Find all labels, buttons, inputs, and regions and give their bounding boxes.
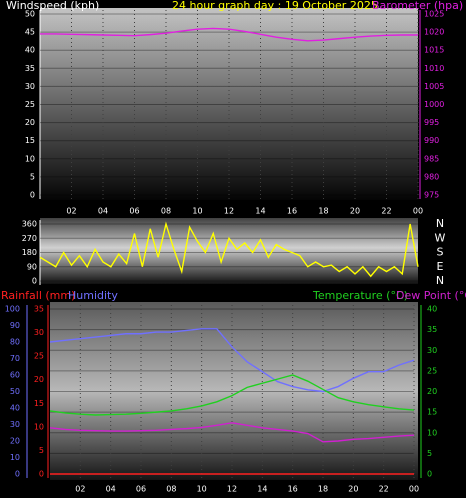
y-tick-label: 50 [25,10,35,19]
y-tick-label: 50 [10,387,20,396]
x-tick-label: 16 [288,485,298,494]
panel-background [50,302,418,480]
y3-tick-label: 40 [427,305,437,314]
y2-tick-label: 25 [34,352,44,361]
y3-tick-label: 25 [427,366,437,375]
x-tick-label: 20 [350,207,360,216]
y-tick-label: 0 [32,277,37,286]
x-tick-label: 10 [192,207,202,216]
y-tick-label: 40 [25,46,35,55]
y2-tick-label: 15 [34,399,44,408]
x-tick-label: 18 [318,207,328,216]
x-tick-label: 14 [255,207,265,216]
x-tick-label: 00 [409,485,419,494]
x-tick-label: 08 [166,485,176,494]
series-line [39,221,419,278]
y2-tick-label: 1000 [424,100,444,109]
y-tick-label: 90 [10,321,20,330]
series-line [49,374,415,416]
y3-tick-label: 30 [427,346,437,355]
y-tick-label: 90 [27,262,37,271]
y2-tick-label: N [436,217,444,230]
y-tick-label: 270 [22,234,37,243]
x-tick-label: 02 [75,485,85,494]
panel-background [40,8,418,200]
y3-tick-label: 15 [427,408,437,417]
x-tick-label: 22 [381,207,391,216]
y3-tick-label: 5 [427,449,432,458]
y2-tick-label: 1015 [424,46,444,55]
y-tick-label: 40 [10,404,20,413]
y2-tick-label: S [437,246,444,259]
y2-tick-label: N [436,274,444,287]
y2-tick-label: 1010 [424,64,444,73]
y2-tick-label: 985 [424,154,439,163]
y-tick-label: 25 [25,100,35,109]
y-tick-label: 10 [10,453,20,462]
y2-tick-label: 10 [34,422,44,431]
y-tick-label: 35 [25,64,35,73]
y-tick-label: 80 [10,338,20,347]
series-line [40,27,418,42]
x-tick-label: 12 [227,485,237,494]
y2-tick-label: 990 [424,136,439,145]
y2-tick-label: 980 [424,172,439,181]
x-tick-label: 00 [413,207,423,216]
y2-tick-label: E [437,260,444,273]
y-tick-label: 0 [30,191,35,200]
y2-tick-label: 35 [34,305,44,314]
y-tick-label: 20 [25,118,35,127]
y2-tick-label: 1025 [424,10,444,19]
y-tick-label: 20 [10,437,20,446]
y-tick-label: 0 [15,470,20,479]
y3-tick-label: 35 [427,325,437,334]
x-tick-label: 06 [129,207,139,216]
y-tick-label: 10 [25,154,35,163]
y2-tick-label: 1005 [424,82,444,91]
y-tick-label: 180 [22,248,37,257]
y2-tick-label: 0 [39,470,44,479]
y3-tick-label: 10 [427,428,437,437]
x-tick-label: 20 [348,485,358,494]
y2-tick-label: 20 [34,375,44,384]
legend-label: Barometer (hpa) [372,0,463,12]
y-tick-label: 70 [10,354,20,363]
y3-tick-label: 20 [427,387,437,396]
y-tick-label: 100 [5,305,20,314]
y2-tick-label: 1020 [424,28,444,37]
y-tick-label: 60 [10,371,20,380]
y-tick-label: 45 [25,28,35,37]
legend-label: Dew Point (°C) [396,289,466,302]
x-tick-label: 08 [161,207,171,216]
x-tick-label: 16 [287,207,297,216]
x-tick-label: 06 [136,485,146,494]
series-line [49,328,415,393]
x-tick-label: 10 [197,485,207,494]
y2-tick-label: 995 [424,118,439,127]
x-tick-label: 02 [66,207,76,216]
y2-tick-label: 5 [39,446,44,455]
y2-tick-label: W [435,231,446,244]
y-tick-label: 30 [25,82,35,91]
chart-title: 24 hour graph day : 19 October 2025 [172,0,378,12]
x-tick-label: 04 [106,485,116,494]
x-tick-label: 14 [257,485,267,494]
series-line [49,422,415,443]
x-tick-label: 04 [98,207,108,216]
y-tick-label: 360 [22,220,37,229]
y3-tick-label: 0 [427,470,432,479]
legend-label: Humidity [68,289,118,302]
x-tick-label: 18 [318,485,328,494]
y-tick-label: 30 [10,420,20,429]
y-tick-label: 5 [30,172,35,181]
y2-tick-label: 30 [34,328,44,337]
legend-label: Temperature (°C) [312,289,408,302]
y-axis-label: Windspeed (kph) [6,0,99,12]
legend-label: Rainfall (mm) [1,289,75,302]
x-tick-label: 22 [379,485,389,494]
x-tick-label: 12 [224,207,234,216]
y-tick-label: 15 [25,136,35,145]
y2-tick-label: 975 [424,191,439,200]
